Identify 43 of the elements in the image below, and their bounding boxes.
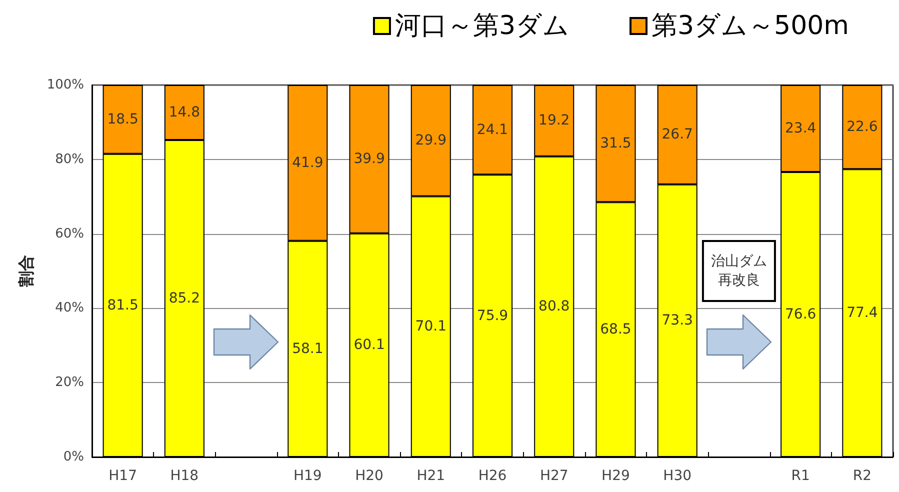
data-label: 58.1: [292, 340, 324, 357]
data-label: 85.2: [168, 290, 200, 307]
x-tick-label: H17: [108, 468, 137, 484]
data-label: 31.5: [600, 136, 632, 152]
y-tick-label: 40%: [55, 300, 84, 316]
x-tick-label: R2: [852, 468, 872, 484]
y-tick-label: 80%: [55, 152, 84, 167]
x-tick-label: H19: [293, 468, 322, 484]
x-tick-label: H20: [355, 468, 384, 484]
data-label: 75.9: [476, 308, 508, 324]
data-label: 68.5: [600, 322, 632, 338]
y-tick-label: 0%: [63, 450, 84, 464]
x-tick-label: H18: [170, 468, 199, 484]
data-label: 22.6: [846, 119, 878, 136]
y-tick-label: 60%: [55, 226, 84, 242]
annotation: 治山ダム再改良: [710, 254, 767, 288]
x-tick-label: R1: [791, 468, 810, 484]
data-label: 81.5: [107, 297, 138, 314]
x-tick-label: H21: [416, 468, 446, 484]
y-tick-label: 20%: [55, 375, 84, 390]
data-label: 77.4: [846, 305, 878, 322]
data-label: 24.1: [476, 122, 508, 138]
data-label: 41.9: [292, 154, 324, 171]
x-tick-label: H29: [602, 468, 630, 484]
data-label: 19.2: [538, 112, 570, 129]
data-label: 18.5: [107, 111, 138, 128]
x-tick-label: H26: [478, 468, 507, 484]
data-label: 29.9: [415, 132, 446, 149]
y-tick-label: 100%: [46, 78, 84, 92]
data-label: 14.8: [168, 104, 200, 121]
data-label: 60.1: [354, 337, 385, 354]
data-label: 80.8: [538, 298, 570, 315]
data-label: 70.1: [415, 318, 446, 335]
data-label: 23.4: [784, 120, 816, 137]
data-label: 73.3: [662, 312, 693, 329]
data-label: 76.6: [784, 306, 816, 323]
legend-label: 第3ダム～500m: [652, 11, 850, 41]
x-tick-label: H27: [540, 468, 568, 484]
data-label: 39.9: [354, 151, 385, 168]
legend-label: 河口～第3ダム: [394, 11, 570, 41]
x-tick-label: H30: [663, 468, 692, 484]
data-label: 26.7: [662, 126, 693, 143]
y-axis-title: 割合: [16, 255, 36, 288]
